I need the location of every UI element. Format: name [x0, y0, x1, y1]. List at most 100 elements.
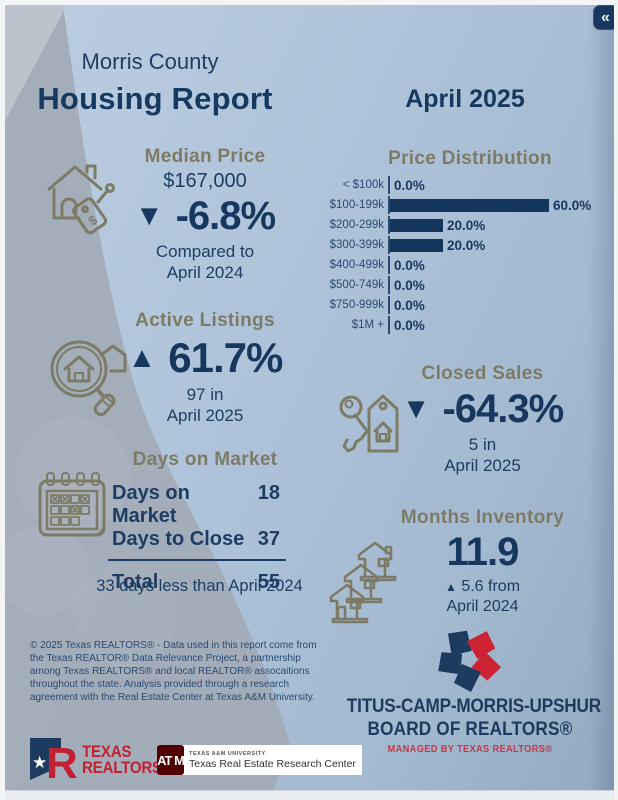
closed-sales-note-1: 5 in	[468, 435, 497, 454]
active-listings-change: 61.7%	[168, 334, 283, 381]
collapse-button[interactable]: «	[593, 5, 614, 30]
magnifier-house-icon	[50, 340, 127, 417]
chart-bar	[390, 218, 443, 232]
active-listings-title: Active Listings	[135, 310, 275, 331]
tr-text-2: REALTORS®	[82, 759, 173, 777]
chart-row: $200-299k 20.0%	[322, 215, 614, 235]
calendar-icon	[38, 472, 106, 537]
chart-bar-cell	[388, 296, 390, 314]
chart-bar-cell	[388, 256, 390, 274]
tamu-monogram-icon: AT M	[157, 745, 185, 775]
house-price-tag-icon: $	[47, 164, 115, 235]
chart-category-label: $200-299k	[329, 219, 384, 231]
chart-row: $1M + 0.0%	[322, 315, 614, 335]
chart-category-label: $300-399k	[329, 239, 384, 251]
disclaimer-text: © 2025 Texas REALTORS® - Data used in th…	[30, 640, 317, 703]
svg-text:$: $	[85, 212, 100, 229]
months-inventory-section: Months Inventory 11.9 ▲ 5.6 from April 2…	[390, 507, 575, 617]
chart-category-label: $100-199k	[329, 199, 384, 211]
table-total-row: Total 55	[112, 571, 280, 594]
board-star-logo	[438, 630, 502, 692]
closed-sales-note-2: April 2025	[444, 456, 521, 476]
chart-bar-cell	[388, 236, 443, 254]
board-logo-text: TITUS-CAMP-MORRIS-UPSHUR BOARD OF REALTO…	[330, 695, 610, 755]
chart-category-label: $500-749k	[329, 279, 384, 291]
county-title: Morris County	[81, 49, 219, 74]
tr-text-1: TEXAS	[82, 742, 132, 761]
days-on-market-table: Days on Market 18 Days to Close 37 Total…	[108, 482, 286, 594]
board-subname: BOARD OF REALTORS®	[367, 718, 573, 740]
tr-mark-icon: R ★	[30, 738, 77, 783]
report-period: April 2025	[405, 85, 525, 113]
active-listings-section: Active Listings ▲ 61.7% 97 in April 2025	[115, 310, 295, 427]
chart-category-label: $750-999k	[329, 299, 384, 311]
chart-bar	[390, 198, 549, 212]
closed-sales-title: Closed Sales	[421, 363, 544, 384]
tamu-center-label: Texas Real Estate Research Center	[189, 757, 356, 770]
dom-row-label: Days on Market	[112, 482, 190, 527]
chart-value-label: 20.0%	[447, 237, 486, 253]
median-price-note-2: April 2024	[166, 263, 244, 283]
chart-row: < $100k 0.0%	[322, 175, 614, 195]
houses-icon	[329, 541, 397, 624]
key-house-icon	[339, 394, 399, 453]
median-price-section: Median Price $167,000 ▼ -6.8% Compared t…	[115, 146, 295, 284]
chart-bar-cell	[388, 216, 443, 234]
closed-sales-change: -64.3%	[442, 387, 564, 431]
dom-row-value: 37	[257, 528, 280, 550]
chart-row: $500-749k 0.0%	[322, 275, 614, 295]
up-arrow-icon: ▲	[444, 580, 457, 594]
days-on-market-note: 33 days less than April 2024	[96, 577, 303, 595]
chart-value-label: 0.0%	[394, 317, 425, 333]
months-inventory-title: Months Inventory	[400, 507, 565, 528]
chart-value-label: 0.0%	[394, 277, 425, 293]
up-arrow-icon: ▲	[127, 341, 157, 374]
report-title: Housing Report	[37, 81, 273, 116]
right-edge-shade	[588, 5, 614, 800]
median-price-value: $167,000	[163, 170, 247, 192]
chart-row: $750-999k 0.0%	[322, 295, 614, 315]
svg-text:★: ★	[32, 753, 47, 772]
active-listings-note-2: April 2025	[166, 406, 244, 426]
chart-value-label: 20.0%	[447, 217, 486, 233]
price-distribution-title: Price Distribution	[388, 148, 552, 169]
housing-report-infographic: « Morris County Housing Report April 202…	[5, 5, 614, 800]
tamu-research-center-logo: AT M TEXAS A&M UNIVERSITY Texas Real Est…	[157, 745, 362, 775]
months-inventory-value: 11.9	[446, 530, 520, 574]
dom-total-label: Total	[112, 571, 159, 593]
median-price-change: -6.8%	[175, 194, 276, 238]
dom-row-label: Days to Close	[112, 528, 245, 550]
months-inventory-change-2: April 2024	[446, 598, 519, 615]
chart-value-label: 0.0%	[394, 297, 425, 313]
median-price-note-1: Compared to	[155, 242, 255, 261]
months-inventory-change: 5.6 from	[461, 578, 521, 595]
chart-value-label: 0.0%	[394, 257, 425, 273]
chart-bar-cell	[388, 176, 390, 194]
down-arrow-icon: ▼	[401, 392, 431, 425]
chart-bar	[390, 238, 443, 252]
chart-row: $100-199k 60.0%	[322, 195, 614, 215]
svg-text:R: R	[46, 739, 77, 783]
chart-category-label: < $100k	[342, 179, 384, 191]
chart-value-label: 60.0%	[553, 197, 592, 213]
price-distribution-chart: < $100k 0.0% $100-199k 60.0% $200-299k 20.0% $…	[322, 175, 614, 335]
dom-row-value: 18	[257, 482, 280, 504]
chart-row: $400-499k 0.0%	[322, 255, 614, 275]
bottom-page-strip	[5, 790, 614, 800]
table-row: Days on Market 18	[112, 482, 280, 528]
board-managed-by: MANAGED BY TEXAS REALTORS®	[387, 743, 553, 755]
table-row: Days to Close 37	[112, 528, 280, 551]
price-distribution-rows: < $100k 0.0% $100-199k 60.0% $200-299k 20.0% $…	[322, 175, 614, 335]
dom-total-value: 55	[257, 571, 280, 593]
chart-category-label: $400-499k	[329, 259, 384, 271]
texas-realtors-logo: R ★ TEXAS REALTORS®	[29, 737, 181, 783]
chart-bar-cell	[388, 316, 390, 334]
tamu-university-label: TEXAS A&M UNIVERSITY	[189, 750, 266, 757]
table-divider	[108, 559, 286, 561]
down-arrow-icon: ▼	[134, 199, 164, 232]
chart-category-label: $1M +	[351, 319, 384, 331]
days-on-market-title: Days on Market	[132, 449, 278, 470]
chart-bar-cell	[388, 276, 390, 294]
chart-value-label: 0.0%	[394, 177, 425, 193]
median-price-title: Median Price	[144, 146, 266, 167]
